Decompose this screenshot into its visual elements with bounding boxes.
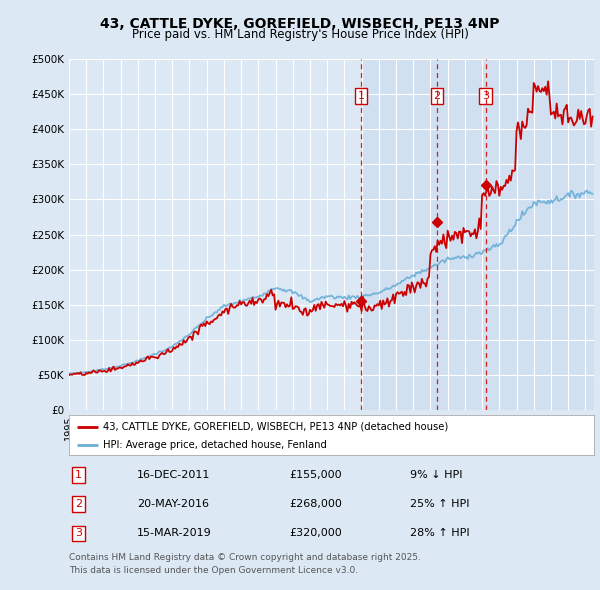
Text: 9% ↓ HPI: 9% ↓ HPI [410, 470, 463, 480]
Text: 2: 2 [75, 499, 82, 509]
Text: 3: 3 [482, 91, 489, 101]
Text: 28% ↑ HPI: 28% ↑ HPI [410, 529, 470, 539]
Text: 15-MAR-2019: 15-MAR-2019 [137, 529, 212, 539]
Text: £268,000: £268,000 [290, 499, 343, 509]
Text: HPI: Average price, detached house, Fenland: HPI: Average price, detached house, Fenl… [103, 441, 327, 450]
Text: 20-MAY-2016: 20-MAY-2016 [137, 499, 209, 509]
Text: 25% ↑ HPI: 25% ↑ HPI [410, 499, 470, 509]
Text: 1: 1 [358, 91, 364, 101]
Text: £155,000: £155,000 [290, 470, 342, 480]
Text: 43, CATTLE DYKE, GOREFIELD, WISBECH, PE13 4NP: 43, CATTLE DYKE, GOREFIELD, WISBECH, PE1… [100, 17, 500, 31]
Text: Price paid vs. HM Land Registry's House Price Index (HPI): Price paid vs. HM Land Registry's House … [131, 28, 469, 41]
Text: 2: 2 [433, 91, 440, 101]
Text: 16-DEC-2011: 16-DEC-2011 [137, 470, 211, 480]
Text: Contains HM Land Registry data © Crown copyright and database right 2025.
This d: Contains HM Land Registry data © Crown c… [69, 553, 421, 575]
Text: 43, CATTLE DYKE, GOREFIELD, WISBECH, PE13 4NP (detached house): 43, CATTLE DYKE, GOREFIELD, WISBECH, PE1… [103, 422, 448, 432]
Text: 3: 3 [75, 529, 82, 539]
Text: 1: 1 [75, 470, 82, 480]
Text: £320,000: £320,000 [290, 529, 342, 539]
Bar [361, 59, 594, 410]
